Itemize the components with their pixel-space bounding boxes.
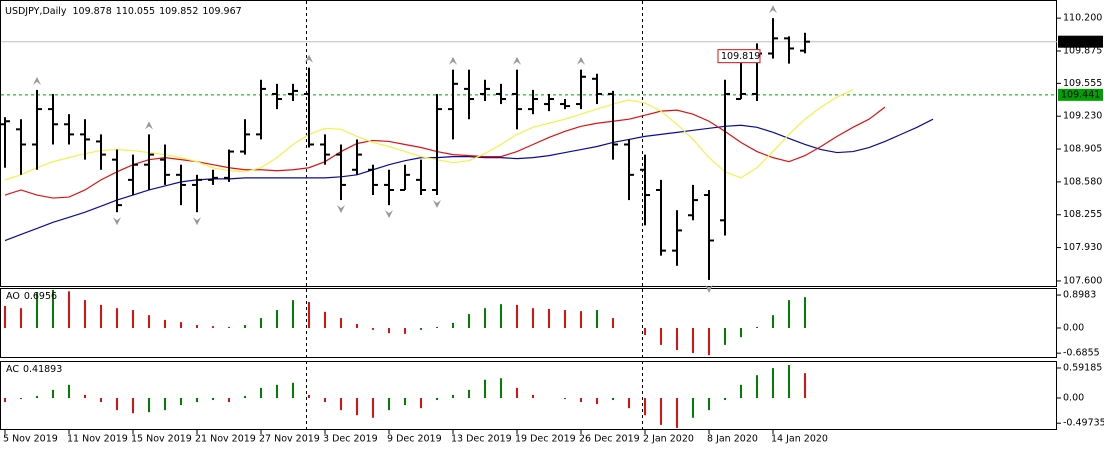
fractal-up: [145, 121, 153, 130]
x-tick-label: 26 Dec 2019: [579, 434, 640, 445]
y-tick-label: 109.875: [1063, 45, 1102, 56]
indicator-line: [4, 106, 886, 199]
x-tick-label: 3 Dec 2019: [323, 434, 378, 445]
ao-header: AO 0.6956: [6, 291, 57, 302]
x-tick-label: 13 Dec 2019: [451, 434, 512, 445]
main-pane: [0, 0, 1057, 287]
y-tick-label: 107.930: [1063, 242, 1102, 253]
bid-box: [1058, 35, 1103, 48]
high: 110.055: [116, 6, 155, 17]
fractal-up: [305, 54, 313, 63]
price-label-box: [717, 49, 761, 64]
level-value: 109.441: [1061, 89, 1100, 100]
fractal-up: [513, 56, 521, 65]
x-tick-label: 27 Nov 2019: [259, 434, 320, 445]
x-tick-label: 15 Nov 2019: [131, 434, 192, 445]
fractal-up: [449, 56, 457, 65]
fractal-up: [577, 56, 585, 65]
fractal-up: [769, 5, 777, 14]
fractal-down: [705, 284, 713, 293]
symbol: USDJPY,Daily: [5, 6, 67, 17]
ao-current: 0.6956: [24, 291, 57, 302]
fractal-down: [193, 217, 201, 226]
y-tick-label: 110.200: [1063, 13, 1102, 24]
ac-pane: [0, 361, 1057, 430]
y-tick-label: 0.00: [1063, 393, 1084, 404]
ac-name: AC: [6, 364, 19, 375]
indicator-line: [4, 89, 854, 181]
ao-name: AO: [6, 291, 20, 302]
x-tick-label: 5 Nov 2019: [3, 434, 58, 445]
ac-current: 0.41893: [23, 364, 62, 375]
y-tick-label: -0.49735: [1063, 418, 1104, 429]
ac-header: AC 0.41893: [6, 364, 62, 375]
close: 109.967: [202, 6, 241, 17]
level-box: [1058, 88, 1103, 101]
plot-layer: 110.200 109.875 109.555 109.230 108.905 108.5…: [0, 5, 1104, 445]
y-tick-label: 108.905: [1063, 144, 1102, 155]
y-tick-label: 108.255: [1063, 209, 1102, 220]
indicator-line: [4, 118, 934, 242]
y-tick-label: -0.6855: [1063, 348, 1100, 359]
y-tick-label: 109.230: [1063, 111, 1102, 122]
x-tick-label: 2 Jan 2020: [643, 434, 694, 445]
fractal-down: [337, 205, 345, 214]
x-tick-label: 19 Dec 2019: [515, 434, 576, 445]
y-tick-label: 108.580: [1063, 176, 1102, 187]
y-tick-label: 109.555: [1063, 78, 1102, 89]
x-tick-label: 14 Jan 2020: [771, 434, 828, 445]
low: 109.852: [159, 6, 198, 17]
bid-value: 109.967: [1061, 36, 1100, 47]
price-label: 109.819: [721, 51, 760, 62]
y-tick-label: 0.00: [1063, 323, 1084, 334]
x-tick-label: 21 Nov 2019: [195, 434, 256, 445]
x-tick-label: 11 Nov 2019: [67, 434, 128, 445]
fractal-up: [33, 76, 41, 85]
y-tick-label: 0.8983: [1063, 290, 1096, 301]
x-tick-label: 8 Jan 2020: [707, 434, 758, 445]
ao-pane: [0, 288, 1057, 358]
fractal-down: [113, 217, 121, 226]
fractal-down: [385, 210, 393, 219]
x-tick-label: 9 Dec 2019: [387, 434, 442, 445]
fractal-down: [433, 200, 441, 209]
chart-header: USDJPY,Daily 109.878 110.055 109.852 109.967: [5, 6, 242, 17]
open: 109.878: [72, 6, 111, 17]
y-tick-label: 0.59185: [1063, 362, 1102, 373]
y-tick-label: 107.600: [1063, 275, 1102, 286]
